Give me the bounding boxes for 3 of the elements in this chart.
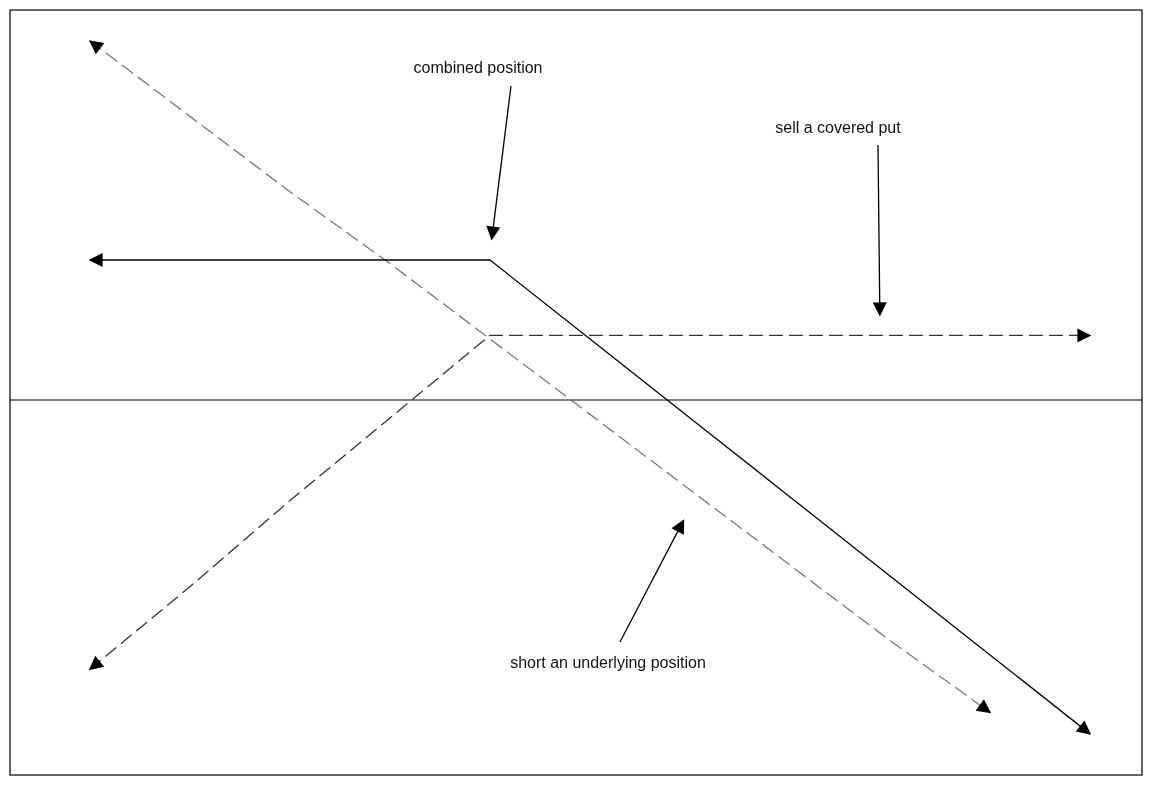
annotation: short an underlying position (510, 654, 706, 671)
annotation: sell a covered put (775, 119, 902, 136)
annotation: combined position (413, 59, 543, 76)
